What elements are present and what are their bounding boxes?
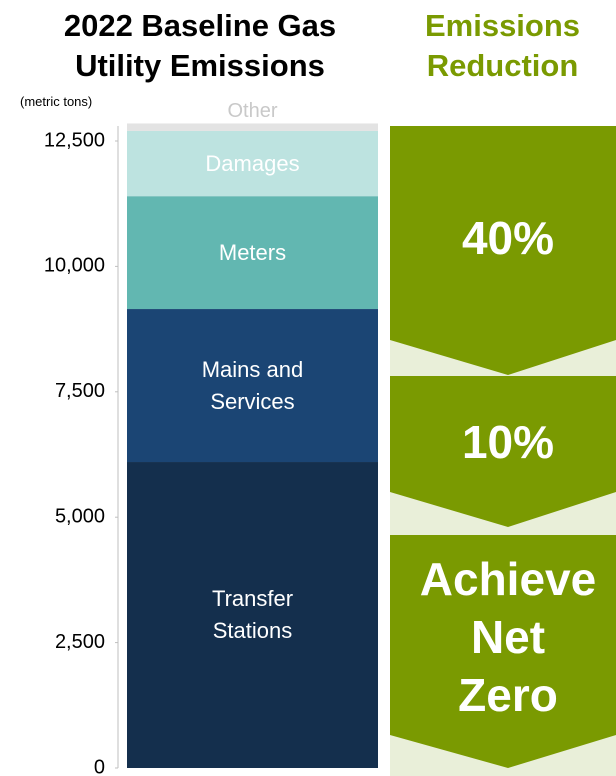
y-tick-label: 2,500 <box>55 631 105 653</box>
reduction-target: 10% <box>461 416 555 468</box>
y-tick-label: 10,000 <box>44 255 105 277</box>
bar-segment <box>127 462 378 768</box>
y-tick-label: 0 <box>94 756 105 776</box>
segment-label: Transfer Stations <box>211 586 294 643</box>
segment-label: Mains and Services <box>201 356 304 414</box>
reduction-arrow <box>390 126 616 375</box>
reduction-target: Achieve Net Zero <box>419 553 597 721</box>
bar-segment <box>127 196 378 310</box>
chart-title: 2022 Baseline Gas Utility Emissions <box>63 8 337 83</box>
segment-label: Meters <box>218 239 287 265</box>
reduction-title: Emissions Reduction <box>424 8 581 83</box>
y-tick-label: 7,500 <box>55 380 105 402</box>
bar-segment <box>127 309 378 463</box>
segment-label: Damages <box>205 150 300 176</box>
y-tick-label: 12,500 <box>44 129 105 151</box>
bar-segment <box>127 123 378 131</box>
reduction-arrow <box>390 376 616 527</box>
y-tick-label: 5,000 <box>55 505 105 527</box>
reduction-target: 40% <box>461 212 555 264</box>
y-axis-label: (metric tons) <box>20 94 93 109</box>
reduction-arrow <box>390 535 616 768</box>
segment-label: Other <box>227 100 278 123</box>
bar-segment <box>127 130 378 197</box>
